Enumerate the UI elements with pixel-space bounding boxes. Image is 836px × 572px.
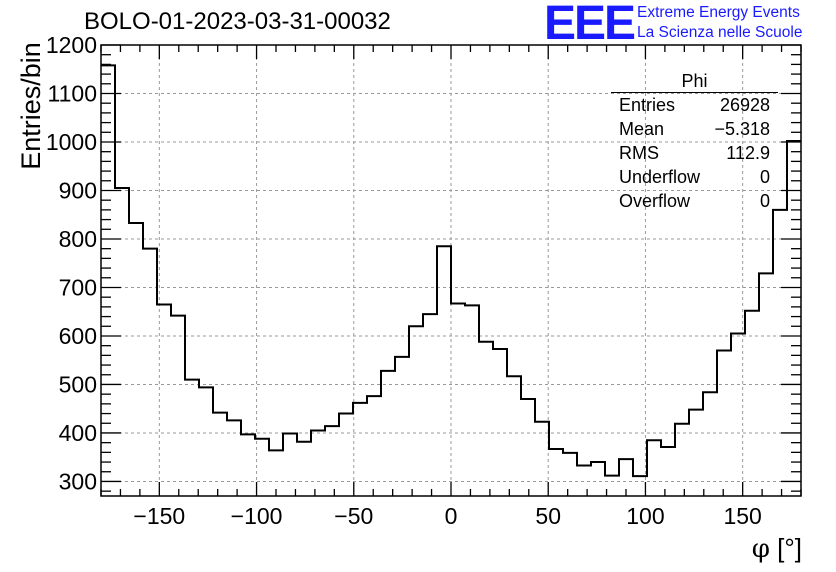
histogram-bin (171, 316, 185, 496)
y-tick-label: 900 (59, 177, 97, 203)
histogram-bin (325, 426, 339, 496)
histogram-bin (661, 447, 675, 496)
histogram-bin (199, 387, 213, 496)
y-tick-label: 1000 (46, 129, 97, 155)
stat-value: 0 (759, 167, 770, 187)
histogram-bin (563, 453, 577, 496)
histogram-bin (241, 434, 255, 496)
x-tick-label: −150 (133, 503, 185, 529)
x-tick-label: 50 (535, 503, 561, 529)
histogram-bin (311, 431, 325, 496)
histogram-bin (423, 314, 437, 496)
logo-line-2: La Scienza nelle Scuole (637, 24, 803, 41)
stat-value: 0 (759, 191, 770, 211)
eee-logo: EEE (544, 0, 636, 50)
histogram-bin (227, 420, 241, 496)
histogram-bin (283, 433, 297, 496)
y-tick-label: 500 (59, 371, 97, 397)
y-tick-label: 1200 (46, 32, 97, 58)
histogram-bin (689, 410, 703, 496)
histogram-bin (297, 442, 311, 496)
y-tick-label: 400 (59, 420, 97, 446)
stat-value: −5.318 (714, 119, 770, 139)
histogram-bin (647, 440, 661, 496)
histogram-bin (549, 449, 563, 496)
histogram-title: BOLO-01-2023-03-31-00032 (84, 8, 391, 35)
eee-logo-text: Extreme Energy Events La Scienza nelle S… (637, 3, 802, 43)
stat-label: Overflow (619, 191, 691, 211)
x-tick-labels: −150 −100 −50 0 50 100 150 (133, 503, 761, 529)
stat-row-mean: Mean −5.318 (611, 117, 778, 141)
x-tick-label: −50 (334, 503, 373, 529)
y-tick-label: 300 (59, 468, 97, 494)
stat-row-entries: Entries 26928 (611, 93, 778, 117)
y-tick-label: 700 (59, 274, 97, 300)
stat-value: 26928 (719, 95, 770, 115)
histogram-bin (353, 403, 367, 496)
y-tick-labels: 300 400 500 600 700 800 900 1000 1100 1200 (46, 32, 97, 494)
histogram-bin (493, 349, 507, 496)
stat-label: RMS (619, 143, 659, 163)
stat-row-underflow: Underflow 0 (611, 165, 778, 189)
histogram-bin (577, 465, 591, 496)
x-axis-unit: [°] (777, 533, 802, 563)
histogram-bin (773, 210, 787, 496)
histogram-bin (465, 305, 479, 496)
y-tick-label: 600 (59, 323, 97, 349)
histogram-bin (213, 413, 227, 496)
histogram-bin (129, 223, 143, 496)
stat-label: Mean (619, 119, 665, 139)
x-tick-label: −100 (231, 503, 283, 529)
x-tick-label: 150 (723, 503, 761, 529)
logo-line-1: Extreme Energy Events (637, 4, 800, 21)
histogram-outline (101, 64, 801, 478)
stats-box: Phi Entries 26928 Mean −5.318 RMS 112.9 … (611, 70, 778, 213)
histogram-bin (185, 380, 199, 496)
histogram-bin (703, 392, 717, 496)
histogram-bin (115, 188, 129, 496)
histogram-bin (675, 424, 689, 496)
histogram-bin (339, 414, 353, 496)
stat-label: Entries (619, 95, 676, 115)
stat-row-overflow: Overflow 0 (611, 189, 778, 213)
histogram-bin (507, 376, 521, 496)
histogram-bin (479, 342, 493, 496)
axis-ticks (100, 44, 802, 496)
histogram-bin (717, 351, 731, 496)
histogram-bin (451, 303, 465, 496)
histogram-bin (591, 462, 605, 496)
stats-title: Phi (611, 70, 778, 93)
histogram-bin (395, 357, 409, 496)
x-axis-label: φ [°] (752, 533, 802, 564)
histogram-bin (409, 326, 423, 496)
stat-label: Underflow (619, 167, 701, 187)
stat-value: 112.9 (726, 143, 770, 163)
y-tick-label: 800 (59, 226, 97, 252)
x-tick-label: 100 (626, 503, 664, 529)
histogram-bin (143, 249, 157, 496)
x-tick-label: 0 (445, 503, 458, 529)
histogram-bin (437, 246, 451, 496)
histogram-bin (101, 65, 115, 496)
stat-row-rms: RMS 112.9 (611, 141, 778, 165)
histogram-series (101, 64, 801, 496)
y-axis-label: Entries/bin (16, 42, 46, 170)
phi-symbol: φ (751, 534, 770, 564)
y-tick-label: 1100 (48, 80, 97, 106)
histogram-bin (745, 311, 759, 496)
